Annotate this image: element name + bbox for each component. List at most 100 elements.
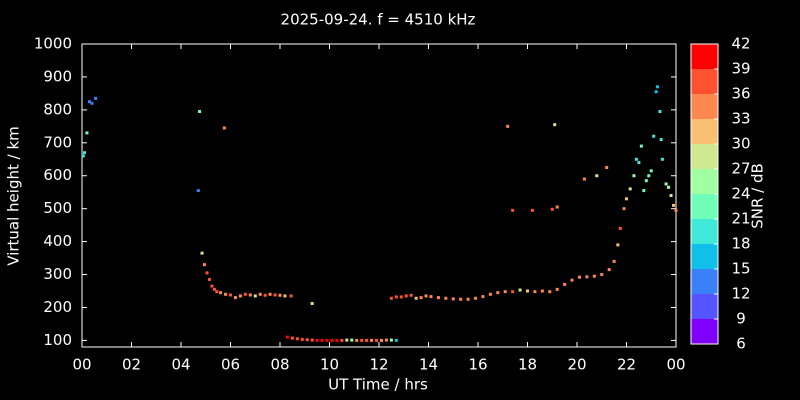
data-point bbox=[219, 291, 223, 295]
data-point bbox=[607, 268, 611, 272]
data-point bbox=[345, 338, 349, 342]
data-point bbox=[518, 288, 522, 292]
data-point bbox=[285, 335, 289, 339]
data-point bbox=[295, 337, 299, 341]
data-point bbox=[436, 296, 440, 300]
data-point bbox=[81, 154, 85, 158]
data-point bbox=[595, 174, 599, 178]
y-tick-label: 100 bbox=[43, 331, 72, 349]
y-tick-label: 700 bbox=[43, 133, 72, 151]
data-point bbox=[310, 338, 314, 342]
data-point bbox=[548, 290, 552, 294]
data-point bbox=[340, 338, 344, 342]
data-point bbox=[350, 338, 354, 342]
data-point bbox=[582, 177, 586, 181]
data-point bbox=[625, 197, 628, 201]
x-tick-label: 14 bbox=[419, 356, 438, 374]
colorbar-tick-label: 33 bbox=[731, 110, 750, 128]
data-point bbox=[370, 338, 374, 342]
data-point bbox=[647, 174, 651, 178]
x-tick-label: 16 bbox=[468, 356, 487, 374]
data-point bbox=[612, 259, 616, 263]
data-point bbox=[394, 338, 398, 342]
data-point bbox=[365, 338, 369, 342]
data-point bbox=[85, 131, 89, 135]
data-point bbox=[268, 292, 272, 296]
colorbar-segment bbox=[691, 144, 718, 169]
data-point bbox=[451, 297, 455, 301]
data-point bbox=[258, 292, 262, 296]
data-point bbox=[444, 296, 448, 300]
x-tick-label: 18 bbox=[518, 356, 537, 374]
colorbar-segment bbox=[691, 294, 718, 319]
data-point bbox=[399, 295, 403, 299]
x-tick-label: 02 bbox=[122, 356, 141, 374]
data-point bbox=[481, 295, 485, 299]
data-point bbox=[555, 287, 559, 291]
data-point bbox=[642, 189, 646, 193]
colorbar-tick-label: 36 bbox=[731, 85, 750, 103]
colorbar-segment bbox=[691, 169, 718, 194]
y-tick-label: 1000 bbox=[34, 35, 72, 53]
colorbar-tick-label: 6 bbox=[736, 335, 746, 353]
data-point bbox=[315, 338, 319, 342]
data-point bbox=[550, 207, 554, 211]
colorbar-segment bbox=[691, 69, 718, 94]
data-point bbox=[634, 157, 638, 161]
data-point bbox=[253, 294, 257, 298]
data-point bbox=[198, 110, 202, 114]
data-point bbox=[592, 274, 596, 278]
data-point bbox=[290, 336, 294, 340]
data-point bbox=[474, 296, 478, 300]
x-tick-label: 22 bbox=[617, 356, 636, 374]
data-point bbox=[414, 296, 418, 300]
data-point bbox=[212, 287, 216, 291]
x-tick-label: 08 bbox=[270, 356, 289, 374]
colorbar-segment bbox=[691, 194, 718, 219]
x-tick-label: 04 bbox=[171, 356, 190, 374]
data-point bbox=[429, 295, 433, 299]
colorbar-tick-label: 24 bbox=[731, 185, 750, 203]
data-point bbox=[654, 90, 658, 94]
colorbar-segment bbox=[691, 94, 718, 119]
data-point bbox=[243, 292, 247, 296]
data-point bbox=[659, 138, 663, 142]
data-point bbox=[90, 101, 94, 105]
data-point bbox=[658, 110, 662, 114]
colorbar-label: SNR / dB bbox=[749, 163, 767, 229]
data-point bbox=[200, 251, 204, 255]
data-point bbox=[196, 189, 200, 193]
data-point bbox=[205, 271, 209, 275]
data-point bbox=[577, 275, 581, 279]
data-point bbox=[644, 179, 648, 183]
data-point bbox=[384, 338, 388, 342]
data-point bbox=[511, 290, 515, 294]
colorbar-tick-label: 18 bbox=[731, 235, 750, 253]
data-point bbox=[655, 85, 659, 89]
colorbar-tick-label: 15 bbox=[731, 260, 750, 278]
data-point bbox=[555, 205, 559, 209]
data-point bbox=[672, 203, 676, 207]
x-tick-label: 10 bbox=[320, 356, 339, 374]
colorbar-tick-label: 39 bbox=[731, 60, 750, 78]
colorbar-segment bbox=[691, 319, 718, 344]
data-point bbox=[533, 290, 537, 294]
colorbar-segment bbox=[691, 219, 718, 244]
data-point bbox=[664, 182, 668, 186]
data-point bbox=[553, 123, 557, 127]
y-tick-label: 300 bbox=[43, 265, 72, 283]
data-point bbox=[278, 293, 282, 297]
data-point bbox=[215, 290, 219, 294]
data-point bbox=[335, 338, 339, 342]
data-point bbox=[94, 96, 98, 100]
data-point bbox=[649, 169, 653, 173]
data-point bbox=[375, 338, 379, 342]
data-point bbox=[639, 144, 643, 148]
x-tick-label: 00 bbox=[72, 356, 91, 374]
colorbar-tick-label: 21 bbox=[731, 210, 750, 228]
data-point bbox=[526, 289, 529, 293]
data-point bbox=[652, 134, 656, 138]
data-point bbox=[203, 263, 207, 267]
